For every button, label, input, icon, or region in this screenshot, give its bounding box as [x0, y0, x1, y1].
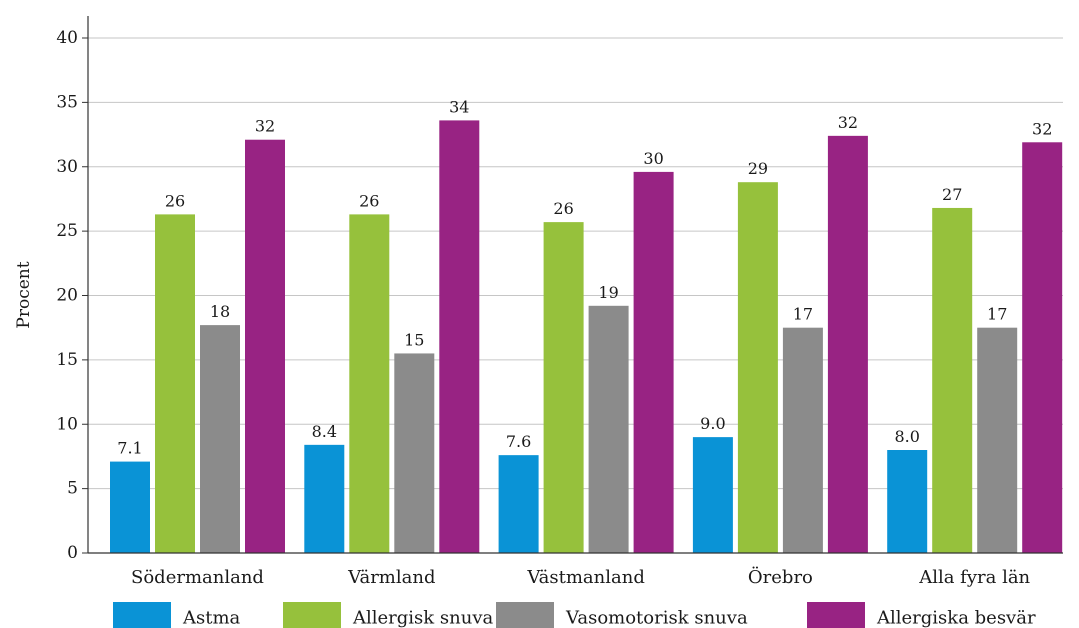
y-tick-label: 15 — [56, 350, 78, 370]
legend-label: Astma — [182, 608, 241, 628]
bar — [394, 353, 435, 553]
x-axis-categories: Södermanland Värmland Västmanland Örebro All… — [131, 565, 1031, 588]
bar-value-label: 29 — [748, 159, 768, 178]
y-tick-label: 25 — [56, 221, 78, 241]
bar — [543, 222, 584, 554]
y-tick-label: 40 — [56, 28, 78, 48]
bar — [110, 461, 150, 553]
legend-label: Allergiska besvär — [876, 608, 1036, 628]
y-tick-label: 35 — [56, 92, 78, 112]
y-tick-label: 30 — [56, 157, 78, 177]
bar — [349, 214, 390, 553]
y-tick-label: 20 — [56, 286, 78, 306]
bar-value-label: 8.0 — [894, 427, 919, 446]
bar — [932, 207, 973, 553]
x-category-label: Alla fyra län — [918, 567, 1030, 588]
x-category-label: Västmanland — [526, 567, 645, 588]
bar — [200, 325, 240, 553]
legend-swatch — [113, 602, 171, 628]
bar-value-label: 34 — [449, 97, 469, 116]
bar-value-label: 8.4 — [312, 422, 337, 441]
bar-value-label: 7.1 — [117, 439, 142, 458]
bar — [737, 182, 778, 553]
bar — [155, 214, 195, 553]
y-tick-label: 10 — [56, 414, 78, 434]
legend-swatch — [807, 602, 865, 628]
y-tick-label: 5 — [67, 479, 78, 499]
bar-value-label: 26 — [165, 191, 185, 210]
bar-value-label: 26 — [553, 199, 573, 218]
y-axis-ticks: 0 5 10 15 20 25 30 35 40 — [56, 28, 88, 563]
bar-value-label: 27 — [942, 185, 962, 204]
bar — [439, 120, 480, 554]
x-category-label: Örebro — [748, 565, 813, 588]
bar — [887, 450, 928, 553]
bar — [692, 437, 733, 553]
bar — [498, 455, 539, 553]
y-tick-label: 0 — [67, 543, 78, 563]
legend: Astma Allergisk snuva Vasomotorisk snuva Al… — [113, 602, 1036, 628]
bar — [245, 139, 285, 553]
bar — [1022, 142, 1063, 553]
bar-value-label: 32 — [255, 117, 275, 136]
legend-swatch — [496, 602, 554, 628]
bar-value-label: 26 — [359, 191, 379, 210]
axes — [87, 16, 1063, 554]
bar-value-label: 17 — [987, 305, 1007, 324]
bar-value-label: 17 — [793, 305, 813, 324]
bar-value-label: 7.6 — [506, 432, 531, 451]
bar — [782, 327, 823, 553]
bar-value-label: 18 — [210, 302, 230, 321]
bar-value-label: 32 — [1032, 119, 1052, 138]
bar — [977, 327, 1018, 553]
legend-label: Allergisk snuva — [352, 608, 494, 628]
bar-value-label: 32 — [838, 113, 858, 132]
bar-value-label: 9.0 — [700, 414, 725, 433]
y-axis-title: Procent — [14, 261, 34, 328]
legend-swatch — [283, 602, 341, 628]
bars — [110, 120, 1063, 554]
bar-value-label: 15 — [404, 330, 424, 349]
value-labels: 7.1 26 18 32 8.4 26 15 34 7.6 26 19 30 9.0 29 17 32 8.0 2… — [117, 97, 1052, 457]
bar — [827, 135, 868, 553]
x-category-label: Värmland — [347, 567, 435, 588]
x-category-label: Södermanland — [131, 567, 264, 588]
bar-value-label: 19 — [598, 283, 618, 302]
bar — [588, 305, 629, 553]
bar — [633, 171, 674, 553]
legend-label: Vasomotorisk snuva — [565, 608, 748, 628]
bar — [304, 444, 345, 553]
bar-value-label: 30 — [643, 149, 663, 168]
